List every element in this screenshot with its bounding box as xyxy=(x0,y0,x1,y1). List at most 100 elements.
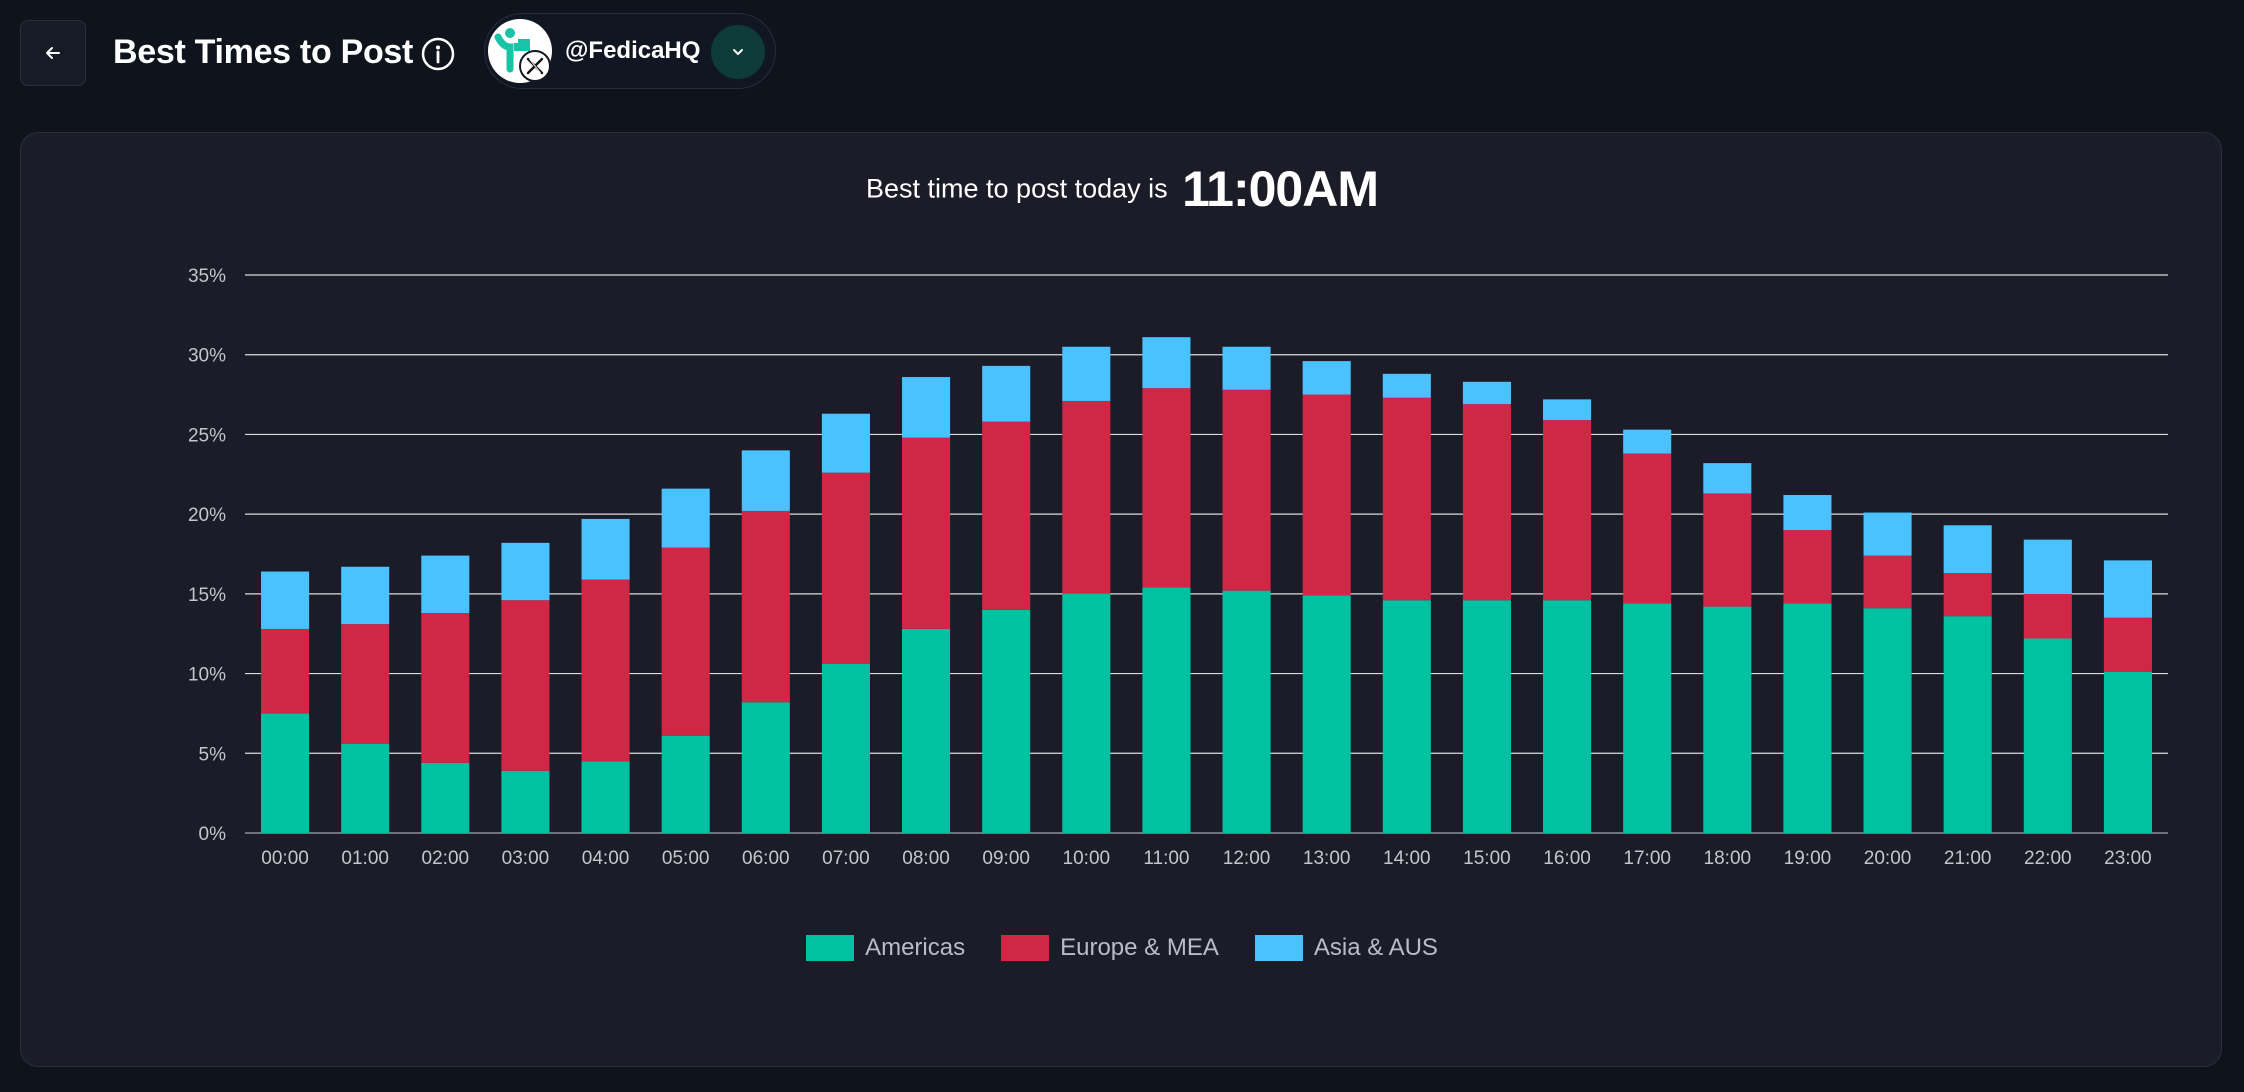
x-tick-label: 00:00 xyxy=(261,848,309,869)
bar-segment xyxy=(1462,600,1511,833)
bar-segment xyxy=(1863,512,1912,556)
best-time-headline: Best time to post today is 11:00AM xyxy=(0,160,2244,218)
bar-segment xyxy=(982,365,1031,422)
legend-swatch xyxy=(1001,935,1050,961)
bar-segment xyxy=(501,600,550,771)
x-tick-label: 02:00 xyxy=(422,848,470,869)
bar-segment xyxy=(261,713,310,833)
x-tick-label: 13:00 xyxy=(1303,848,1351,869)
x-tick-label: 09:00 xyxy=(982,848,1030,869)
bar-segment xyxy=(821,664,870,833)
bar-segment xyxy=(1623,453,1672,604)
bar-segment xyxy=(741,450,790,511)
legend-label: Europe & MEA xyxy=(1060,934,1219,961)
bar-segment xyxy=(2103,617,2152,672)
x-tick-label: 04:00 xyxy=(582,848,630,869)
bar-segment xyxy=(501,542,550,601)
bar-segment xyxy=(2103,560,2152,618)
x-tick-label: 20:00 xyxy=(1864,848,1912,869)
bar-segment xyxy=(741,702,790,833)
bar-segment xyxy=(261,628,310,714)
x-tick-label: 22:00 xyxy=(2024,848,2072,869)
bar-segment xyxy=(421,612,470,763)
bar-segment xyxy=(1062,400,1111,594)
bar-segment xyxy=(1543,420,1592,601)
bar-segment xyxy=(1222,389,1271,591)
legend-label: Asia & AUS xyxy=(1313,934,1438,961)
stacked-bar-chart: 0% 5% 10% 15% 20% 25% 30% 35% 00:00 01:00 02:00 03:… xyxy=(188,266,2168,869)
bar-segment xyxy=(581,579,630,762)
bar-segment xyxy=(2103,671,2152,833)
account-selector[interactable]: @FedicaHQ xyxy=(484,13,776,89)
bar-segment xyxy=(341,566,390,625)
bar-segment xyxy=(1062,346,1111,401)
bar-segment xyxy=(1703,463,1752,494)
x-logo-icon xyxy=(526,57,544,75)
bar-segment xyxy=(821,472,870,665)
best-time-value: 11:00AM xyxy=(1182,161,1379,217)
bar-segment xyxy=(1222,590,1271,833)
legend-item[interactable]: Americas xyxy=(806,934,965,962)
bar-segment xyxy=(2023,593,2072,639)
bar-segment xyxy=(1543,399,1592,421)
x-tick-label: 03:00 xyxy=(502,848,550,869)
back-button[interactable] xyxy=(20,20,86,86)
x-tick-label: 17:00 xyxy=(1623,848,1671,869)
bar-segment xyxy=(1142,587,1191,833)
bar-segment xyxy=(1943,525,1992,574)
bar-segment xyxy=(1623,429,1672,454)
bar-segment xyxy=(902,437,951,629)
bar-segment xyxy=(1703,493,1752,607)
x-tick-label: 14:00 xyxy=(1383,848,1431,869)
y-tick-label: 25% xyxy=(188,425,226,446)
bar-segment xyxy=(1623,603,1672,833)
x-tick-label: 10:00 xyxy=(1063,848,1111,869)
bar-segment xyxy=(661,547,710,736)
y-tick-label: 10% xyxy=(188,665,226,686)
bar-segment xyxy=(1382,600,1431,833)
x-tick-label: 01:00 xyxy=(341,848,389,869)
x-tick-label: 11:00 xyxy=(1143,848,1189,869)
legend-item[interactable]: Asia & AUS xyxy=(1254,934,1438,962)
chart-legend: Americas Europe & MEA Asia & AUS xyxy=(0,934,2244,962)
bar-segment xyxy=(421,555,470,613)
x-tick-label: 21:00 xyxy=(1944,848,1992,869)
x-tick-label: 15:00 xyxy=(1463,848,1511,869)
bar-segment xyxy=(1462,404,1511,601)
account-handle: @FedicaHQ xyxy=(565,37,701,64)
bar-segment xyxy=(421,762,470,833)
legend-label: Americas xyxy=(865,934,966,961)
page-header: Best Times to Post @FedicaHQ xyxy=(0,0,2244,110)
y-tick-label: 15% xyxy=(188,585,226,606)
x-tick-label: 05:00 xyxy=(662,848,710,869)
bar-segment xyxy=(341,624,390,744)
bar-segment xyxy=(1302,394,1351,596)
bar-segment xyxy=(1863,608,1912,833)
chevron-down-icon xyxy=(733,49,743,55)
bar-segment xyxy=(581,518,630,580)
bar-segment xyxy=(1462,381,1511,405)
bar-segment xyxy=(1142,337,1191,389)
x-tick-label: 12:00 xyxy=(1223,848,1271,869)
bar-segment xyxy=(1943,616,1992,833)
y-tick-label: 30% xyxy=(188,346,226,367)
x-tick-label: 23:00 xyxy=(2104,848,2152,869)
account-dropdown-button[interactable] xyxy=(711,25,765,79)
arrow-left-icon xyxy=(46,47,60,59)
best-time-label: Best time to post today is xyxy=(866,173,1168,204)
bar-segment xyxy=(1943,573,1992,617)
bar-segment xyxy=(1783,495,1832,531)
fedica-logo-icon xyxy=(494,28,530,73)
bar-segment xyxy=(1783,530,1832,604)
bar-segment xyxy=(1302,361,1351,395)
bar-segment xyxy=(661,488,710,548)
bar-segment xyxy=(1382,397,1431,601)
page-title: Best Times to Post xyxy=(113,33,414,71)
info-button[interactable] xyxy=(420,36,456,72)
x-tick-label: 16:00 xyxy=(1543,848,1591,869)
bar-segment xyxy=(902,628,951,833)
bar-segment xyxy=(902,377,951,438)
legend-item[interactable]: Europe & MEA xyxy=(1001,934,1219,962)
bar-segment xyxy=(1142,388,1191,588)
bar-segment xyxy=(341,743,390,833)
